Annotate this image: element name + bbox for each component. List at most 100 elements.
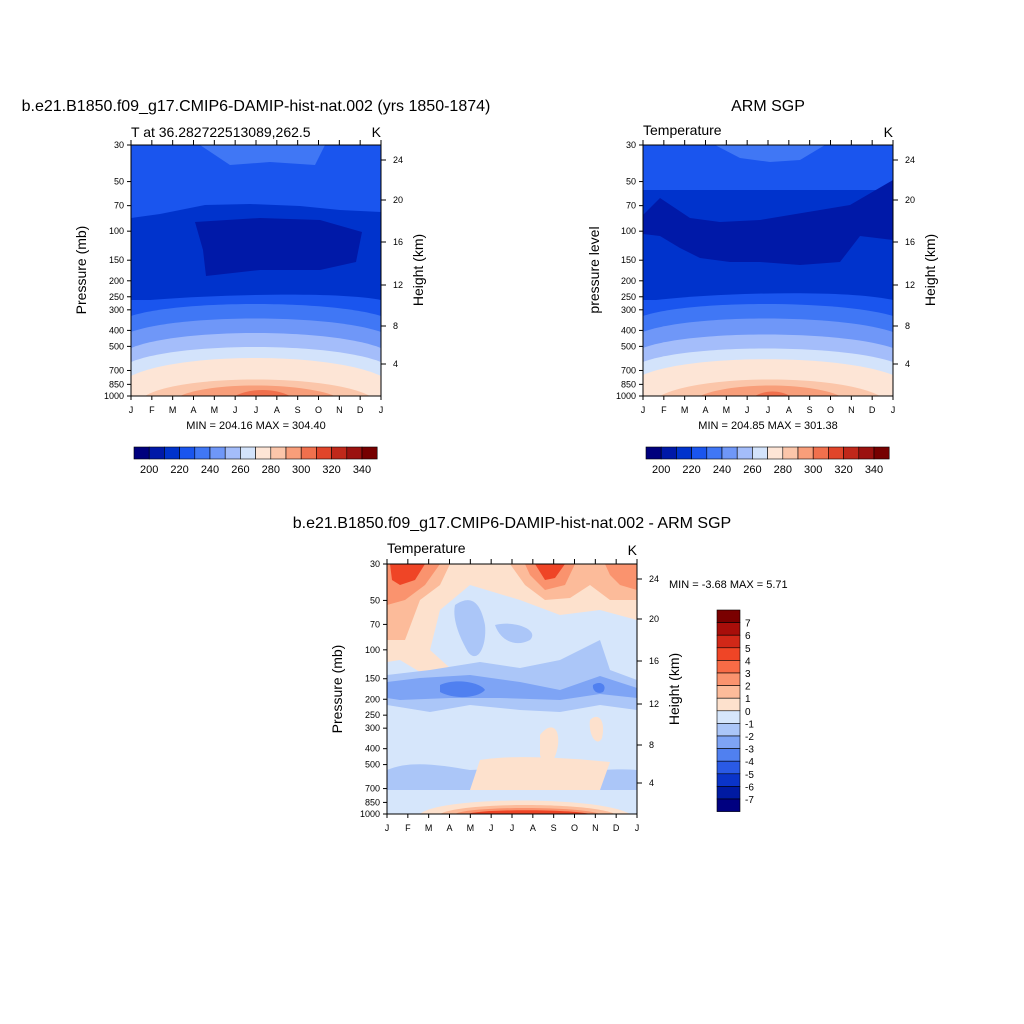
panel-diff-contours	[387, 564, 637, 814]
colorbar-box	[721, 446, 738, 460]
colorbar-label: -3	[745, 745, 754, 756]
colorbar-box	[716, 786, 741, 800]
colorbar-label: 260	[231, 464, 249, 476]
panel-diff-subtitle-left: Temperature	[387, 540, 466, 556]
colorbar-box	[736, 446, 753, 460]
colorbar-label: 280	[262, 464, 280, 476]
band-1000	[235, 390, 290, 396]
height-tick-label: 24	[905, 155, 915, 165]
x-tick-label: A	[702, 405, 708, 415]
pressure-tick-label: 500	[621, 341, 636, 351]
colorbar-box	[716, 748, 741, 762]
colorbar-box	[782, 446, 799, 460]
height-tick-label: 24	[649, 574, 659, 584]
colorbar-box	[133, 446, 150, 460]
panel-model-units: K	[372, 124, 382, 140]
x-tick-label: A	[530, 823, 536, 833]
x-tick-label: N	[848, 405, 855, 415]
panel-model-subtitle-left: T at 36.282722513089,262.5	[131, 124, 311, 140]
x-tick-label: J	[254, 405, 259, 415]
colorbar-label: -2	[745, 732, 754, 743]
pressure-tick-label: 500	[365, 760, 380, 770]
pressure-tick-label: 200	[621, 276, 636, 286]
colorbar-box	[706, 446, 723, 460]
colorbar-label: 4	[745, 656, 751, 667]
x-tick-label: J	[745, 405, 750, 415]
colorbar-box	[300, 446, 317, 460]
height-tick-label: 24	[393, 155, 403, 165]
colorbar-label: 7	[745, 619, 751, 630]
colorbar-box	[148, 446, 165, 460]
colorbar-label: 320	[834, 464, 852, 476]
band-cool-core	[440, 681, 485, 698]
colorbar-box	[752, 446, 768, 460]
colorbar-label: 340	[865, 464, 883, 476]
pressure-tick-label: 300	[365, 723, 380, 733]
pressure-tick-label: 50	[626, 177, 636, 187]
height-tick-label: 16	[905, 237, 915, 247]
colorbar-box	[224, 446, 241, 460]
x-tick-label: F	[405, 823, 411, 833]
colorbar-box	[660, 446, 677, 460]
x-tick-label: M	[425, 823, 433, 833]
colorbar-label: -4	[745, 757, 754, 768]
x-tick-label: J	[641, 405, 646, 415]
height-tick-label: 16	[393, 237, 403, 247]
colorbar-box	[716, 609, 741, 623]
x-tick-label: D	[357, 405, 364, 415]
colorbar-box	[716, 697, 741, 712]
band-warm-patch-3	[470, 757, 610, 790]
x-tick-label: A	[446, 823, 452, 833]
band-upper-light	[715, 145, 825, 162]
pressure-tick-label: 250	[365, 710, 380, 720]
band-warm-right-4	[605, 564, 637, 590]
pressure-tick-label: 400	[621, 325, 636, 335]
colorbar-label: 220	[682, 464, 700, 476]
band-warm-patch-2	[589, 716, 604, 742]
pressure-tick-label: 50	[370, 595, 380, 605]
height-tick-label: 4	[649, 778, 654, 788]
panel-diff-axes: J F M A M J J A S O N D J 30 50 70 100 150 200 250 300 400 500…	[360, 559, 659, 833]
colorbar-box	[331, 446, 348, 460]
x-tick-label: F	[661, 405, 667, 415]
x-tick-label: S	[807, 405, 813, 415]
panel-obs-axes: J F M A M J J A S O N D J 30 50 70 100 150 200 250 300 400 500…	[616, 140, 915, 415]
colorbar-box	[316, 446, 332, 460]
pressure-tick-label: 70	[370, 619, 380, 629]
x-tick-label: J	[385, 823, 390, 833]
x-tick-label: J	[489, 823, 494, 833]
colorbar-box	[828, 446, 844, 460]
colorbar-label: 300	[804, 464, 822, 476]
x-tick-label: J	[379, 405, 384, 415]
panel-obs-contours	[643, 145, 893, 396]
colorbar-box	[716, 735, 741, 749]
colorbar-label: -5	[745, 770, 754, 781]
colorbar-label: 3	[745, 669, 751, 680]
colorbar-box	[270, 446, 287, 460]
colorbar-label: 6	[745, 631, 751, 642]
panel-diff-units: K	[628, 542, 638, 558]
colorbar-label: 340	[353, 464, 371, 476]
pressure-tick-label: 850	[109, 379, 124, 389]
colorbar-box	[164, 446, 180, 460]
colorbar-box	[240, 446, 256, 460]
colorbar-label: -6	[745, 782, 754, 793]
panel-diff-ylabel: Pressure (mb)	[329, 645, 345, 734]
colorbar-label: 2	[745, 682, 751, 693]
height-tick-label: 8	[905, 321, 910, 331]
pressure-tick-label: 1000	[616, 391, 636, 401]
pressure-tick-label: 850	[365, 797, 380, 807]
pressure-tick-label: 700	[621, 365, 636, 375]
band-warm-right-3	[535, 564, 565, 580]
height-tick-label: 12	[649, 699, 659, 709]
band-warm-top-3	[390, 564, 425, 585]
colorbar-label: -1	[745, 719, 754, 730]
band-warm-bottom-3	[468, 810, 590, 814]
pressure-tick-label: 30	[626, 140, 636, 150]
colorbar-box	[873, 446, 890, 460]
colorbar-label: 280	[774, 464, 792, 476]
colorbar-box	[209, 446, 226, 460]
colorbar-box	[716, 685, 741, 699]
x-tick-label: J	[510, 823, 515, 833]
